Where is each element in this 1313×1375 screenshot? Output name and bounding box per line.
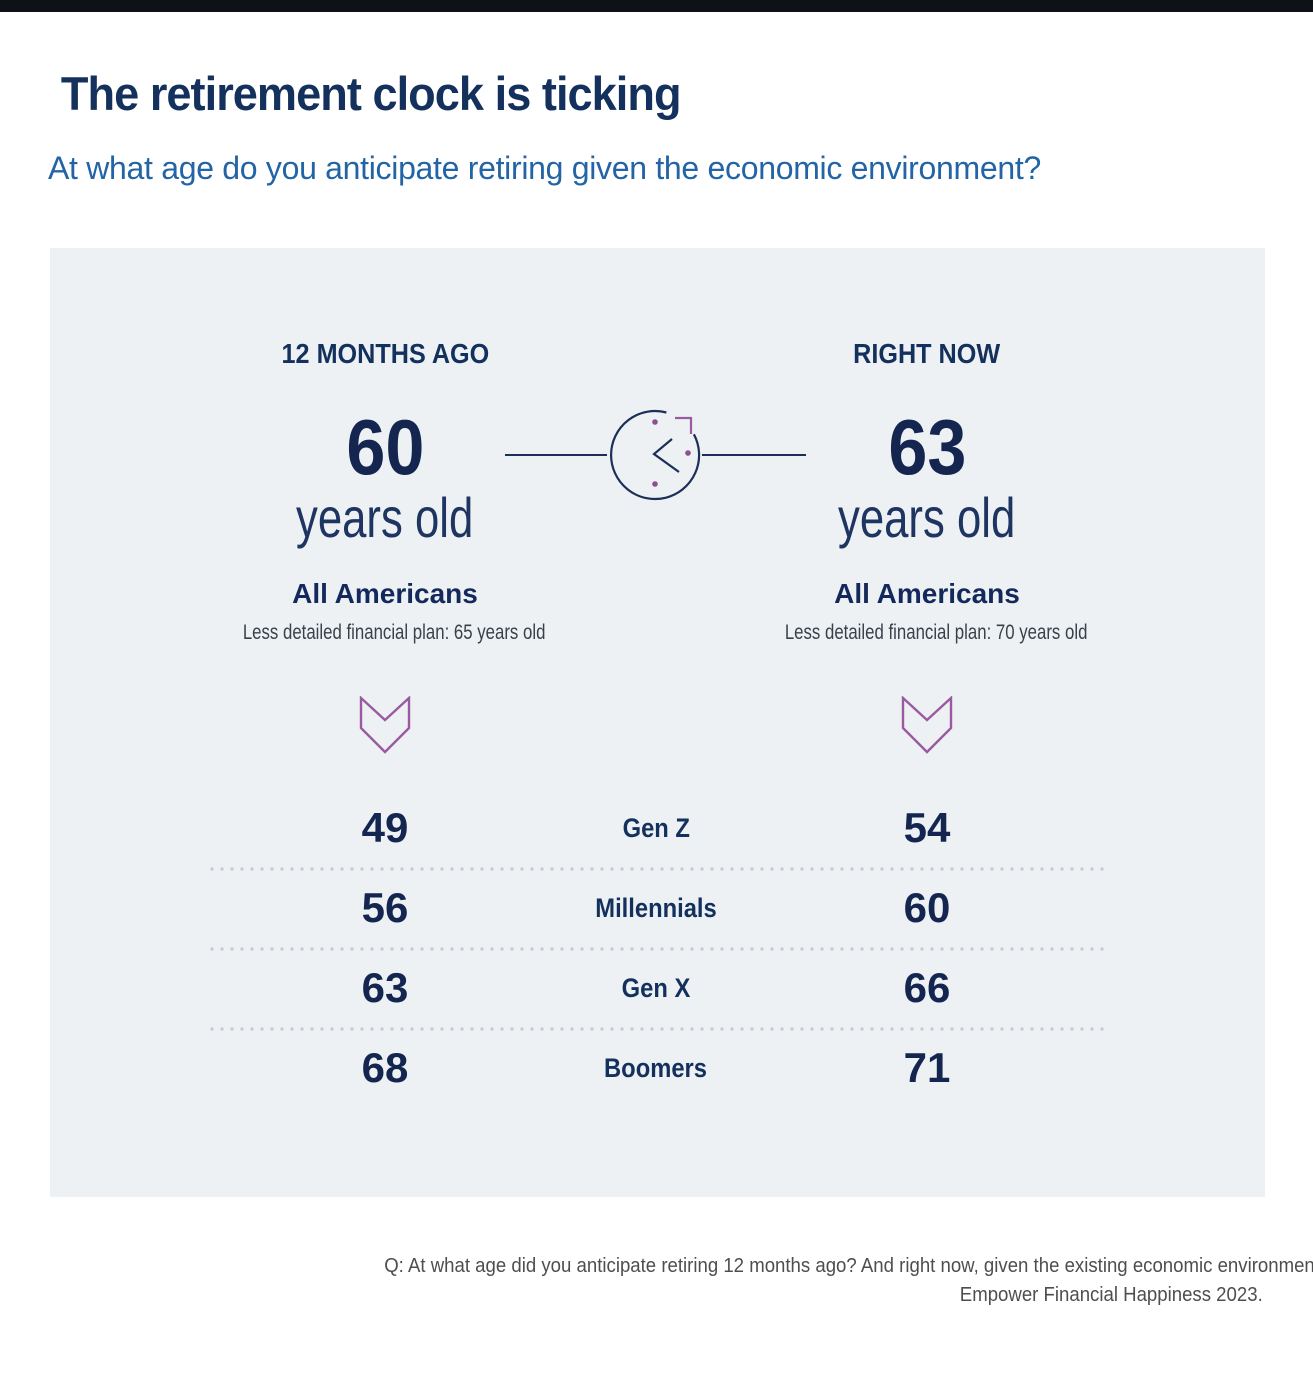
generation-label: Boomers xyxy=(604,1053,708,1083)
generation-label: Gen Z xyxy=(622,813,690,843)
generation-label: Millennials xyxy=(595,893,717,923)
page-title: The retirement clock is ticking xyxy=(48,64,1268,124)
top-border-bar xyxy=(0,0,1313,12)
table-row-boomers: 68 Boomers 71 xyxy=(50,1045,1265,1091)
value-now: 71 xyxy=(903,1044,951,1091)
page-subtitle: At what age do you anticipate retiring g… xyxy=(48,150,1041,186)
plan-note-right: Less detailed financial plan: 70 years o… xyxy=(784,621,1088,644)
clock-refresh-icon xyxy=(605,405,705,505)
value-ago: 63 xyxy=(361,964,409,1011)
chevron-down-icon xyxy=(359,695,411,754)
column-header-12-months-ago: 12 MONTHS AGO xyxy=(281,338,489,369)
dotted-divider xyxy=(210,867,1105,871)
page-title-text: The retirement clock is ticking xyxy=(60,67,682,120)
table-row-gen-z: 49 Gen Z 54 xyxy=(50,805,1265,851)
chevron-down-icon xyxy=(901,695,953,754)
value-now: 66 xyxy=(903,964,951,1011)
plan-note-left: Less detailed financial plan: 65 years o… xyxy=(242,621,546,644)
value-now: 54 xyxy=(903,804,951,851)
table-row-gen-x: 63 Gen X 66 xyxy=(50,965,1265,1011)
footnote-question: Q: At what age did you anticipate retiri… xyxy=(384,1255,1313,1277)
dotted-divider xyxy=(210,1027,1105,1031)
age-unit-right: years old xyxy=(838,486,1016,549)
age-value-12-months-ago: 60 xyxy=(345,403,425,491)
column-header-right-now: RIGHT NOW xyxy=(853,338,1001,369)
table-row-millennials: 56 Millennials 60 xyxy=(50,885,1265,931)
value-ago: 68 xyxy=(361,1044,409,1091)
group-label-left: All Americans xyxy=(292,578,478,609)
connector-line-right xyxy=(702,454,806,456)
value-now: 60 xyxy=(903,884,951,931)
connector-line-left xyxy=(505,454,607,456)
footnote-source: Empower Financial Happiness 2023. xyxy=(960,1284,1263,1306)
comparison-panel: 12 MONTHS AGO RIGHT NOW 60 63 years old xyxy=(50,248,1265,1197)
value-ago: 56 xyxy=(361,884,409,931)
generation-label: Gen X xyxy=(621,973,691,1003)
value-ago: 49 xyxy=(361,804,409,851)
dotted-divider xyxy=(210,947,1105,951)
age-value-right-now: 63 xyxy=(887,403,967,491)
group-label-right: All Americans xyxy=(834,578,1020,609)
age-unit-left: years old xyxy=(296,486,474,549)
footnote: Q: At what age did you anticipate retiri… xyxy=(313,1252,1313,1310)
